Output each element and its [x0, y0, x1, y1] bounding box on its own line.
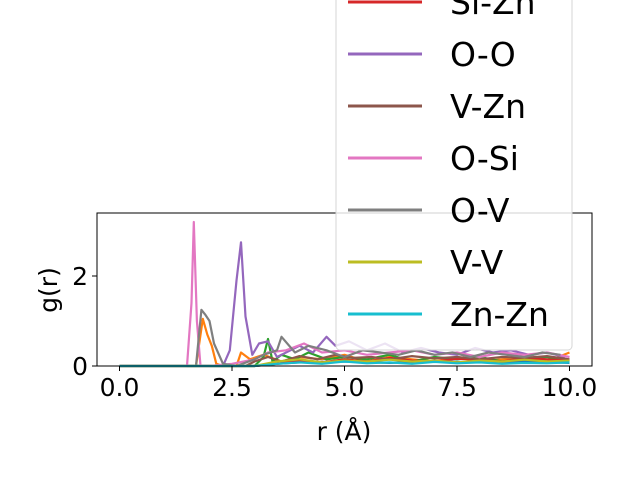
series-lines	[119, 220, 570, 368]
y-axis-label: g(r)	[34, 267, 63, 313]
x-axis-ticks: 0.0 2.5 5.0 7.5 10.0	[100, 366, 598, 402]
y-axis-ticks: 02	[72, 262, 97, 381]
x-tick-label: 5.0	[325, 373, 365, 402]
series-line-zn-zn	[119, 360, 570, 368]
legend-entry: V-V	[450, 243, 504, 282]
x-tick-label: 0.0	[100, 373, 140, 402]
legend-entry: V-Zn	[450, 87, 526, 126]
legend: Si-Zn O-O V-Zn O-Si O-V V-V Zn-Zn	[335, 0, 573, 351]
legend-entry: Si-Zn	[450, 0, 536, 22]
legend-entry: O-O	[450, 35, 516, 74]
series-line-v-zn	[119, 353, 570, 368]
y-tick-label: 2	[72, 262, 88, 291]
series-line-v-v	[119, 358, 570, 368]
legend-entry: Zn-Zn	[450, 295, 549, 334]
series-line-o-v	[119, 308, 561, 368]
x-axis-label: r (Å)	[317, 417, 372, 446]
y-tick-label: 0	[72, 352, 88, 381]
x-tick-label: 7.5	[437, 373, 477, 402]
legend-entry: O-Si	[450, 139, 519, 178]
legend-entry: O-V	[450, 191, 510, 230]
x-tick-label: 10.0	[542, 373, 598, 402]
x-tick-label: 2.5	[212, 373, 252, 402]
